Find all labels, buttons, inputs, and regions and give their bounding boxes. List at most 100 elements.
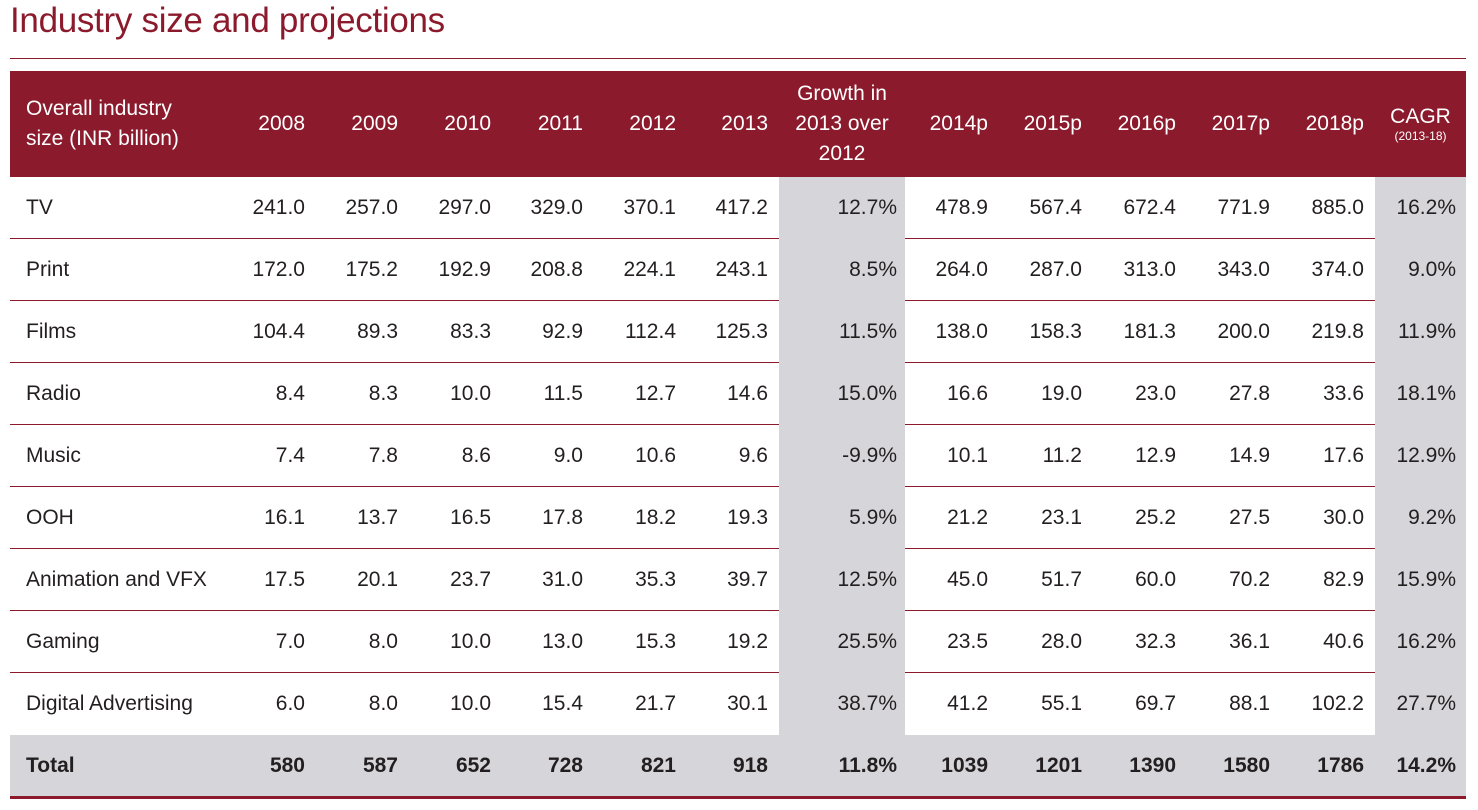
cell-cagr-value: 27.7% [1375, 672, 1466, 735]
cell-year-value: 821 [594, 734, 687, 799]
cell-projection-value: 82.9 [1281, 548, 1375, 611]
header-growth-line: 2012 [818, 142, 866, 165]
cell-growth-value: -9.9% [779, 424, 905, 487]
title-divider [10, 58, 1466, 59]
cell-year-value: 172.0 [222, 238, 316, 301]
cell-projection-value: 70.2 [1187, 548, 1281, 611]
cell-projection-value: 138.0 [905, 300, 999, 363]
cell-year-value: 6.0 [222, 672, 316, 735]
cell-year-value: 16.1 [222, 486, 316, 549]
cell-year-value: 39.7 [687, 548, 779, 611]
cell-year-value: 175.2 [316, 238, 409, 301]
cell-projection-value: 60.0 [1093, 548, 1187, 611]
header-year: 2009 [316, 71, 409, 177]
cell-year-value: 329.0 [502, 177, 594, 239]
row-label: OOH [10, 486, 222, 549]
header-growth: Growth in 2013 over 2012 [779, 71, 905, 177]
cell-year-value: 9.0 [502, 424, 594, 487]
cell-projection-value: 23.1 [999, 486, 1093, 549]
cell-year-value: 417.2 [687, 177, 779, 239]
cell-projection-value: 28.0 [999, 610, 1093, 673]
header-cagr-label: CAGR [1390, 105, 1451, 128]
cell-year-value: 10.0 [409, 362, 502, 425]
cell-projection-value: 158.3 [999, 300, 1093, 363]
header-cagr: CAGR (2013-18) [1375, 71, 1466, 177]
cell-year-value: 9.6 [687, 424, 779, 487]
cell-projection-value: 88.1 [1187, 672, 1281, 735]
header-projection: 2014p [905, 71, 999, 177]
cell-projection-value: 23.0 [1093, 362, 1187, 425]
cell-projection-value: 36.1 [1187, 610, 1281, 673]
cell-year-value: 17.8 [502, 486, 594, 549]
cell-projection-value: 264.0 [905, 238, 999, 301]
row-label: Radio [10, 362, 222, 425]
cell-projection-value: 27.8 [1187, 362, 1281, 425]
cell-projection-value: 771.9 [1187, 177, 1281, 239]
cell-year-value: 224.1 [594, 238, 687, 301]
cell-growth-value: 12.7% [779, 177, 905, 239]
cell-year-value: 241.0 [222, 177, 316, 239]
cell-year-value: 8.4 [222, 362, 316, 425]
cell-year-value: 7.4 [222, 424, 316, 487]
cell-projection-value: 11.2 [999, 424, 1093, 487]
cell-projection-value: 313.0 [1093, 238, 1187, 301]
cell-year-value: 243.1 [687, 238, 779, 301]
header-year: 2010 [409, 71, 502, 177]
cell-year-value: 918 [687, 734, 779, 799]
cell-year-value: 15.4 [502, 672, 594, 735]
row-label: Animation and VFX [10, 548, 222, 611]
cell-projection-value: 45.0 [905, 548, 999, 611]
header-projection: 2015p [999, 71, 1093, 177]
cell-cagr-value: 9.0% [1375, 238, 1466, 301]
cell-year-value: 10.6 [594, 424, 687, 487]
cell-projection-value: 287.0 [999, 238, 1093, 301]
cell-projection-value: 374.0 [1281, 238, 1375, 301]
cell-projection-value: 21.2 [905, 486, 999, 549]
cell-projection-value: 30.0 [1281, 486, 1375, 549]
cell-year-value: 20.1 [316, 548, 409, 611]
table-row: Digital Advertising 6.0 8.0 10.0 15.4 21.7 30.… [10, 672, 1466, 735]
cell-year-value: 728 [502, 734, 594, 799]
cell-year-value: 8.0 [316, 672, 409, 735]
cell-year-value: 112.4 [594, 300, 687, 363]
cell-year-value: 23.7 [409, 548, 502, 611]
cell-projection-value: 69.7 [1093, 672, 1187, 735]
row-label: Total [10, 734, 222, 799]
cell-year-value: 31.0 [502, 548, 594, 611]
cell-year-value: 16.5 [409, 486, 502, 549]
cell-projection-value: 17.6 [1281, 424, 1375, 487]
cell-projection-value: 14.9 [1187, 424, 1281, 487]
cell-year-value: 17.5 [222, 548, 316, 611]
header-projection: 2016p [1093, 71, 1187, 177]
cell-year-value: 14.6 [687, 362, 779, 425]
header-growth-line: Growth in [797, 82, 887, 105]
cell-growth-value: 15.0% [779, 362, 905, 425]
cell-cagr-value: 14.2% [1375, 734, 1466, 799]
row-label: Music [10, 424, 222, 487]
header-projection: 2017p [1187, 71, 1281, 177]
header-year: 2012 [594, 71, 687, 177]
cell-projection-value: 10.1 [905, 424, 999, 487]
cell-year-value: 89.3 [316, 300, 409, 363]
cell-projection-value: 32.3 [1093, 610, 1187, 673]
table-row: Radio 8.4 8.3 10.0 11.5 12.7 14.6 15.0% 16.6 19.0… [10, 362, 1466, 425]
header-year: 2008 [222, 71, 316, 177]
cell-year-value: 35.3 [594, 548, 687, 611]
cell-projection-value: 1580 [1187, 734, 1281, 799]
cell-projection-value: 200.0 [1187, 300, 1281, 363]
cell-year-value: 8.0 [316, 610, 409, 673]
cell-projection-value: 672.4 [1093, 177, 1187, 239]
table-header-row: Overall industry size (INR billion) 2008… [10, 71, 1466, 177]
cell-growth-value: 11.5% [779, 300, 905, 363]
cell-projection-value: 1390 [1093, 734, 1187, 799]
cell-cagr-value: 15.9% [1375, 548, 1466, 611]
cell-growth-value: 5.9% [779, 486, 905, 549]
cell-projection-value: 567.4 [999, 177, 1093, 239]
cell-year-value: 7.8 [316, 424, 409, 487]
header-label-line: size (INR billion) [26, 127, 179, 150]
row-label: TV [10, 177, 222, 239]
cell-year-value: 297.0 [409, 177, 502, 239]
header-cagr-period: (2013-18) [1394, 129, 1447, 143]
cell-projection-value: 102.2 [1281, 672, 1375, 735]
cell-projection-value: 33.6 [1281, 362, 1375, 425]
